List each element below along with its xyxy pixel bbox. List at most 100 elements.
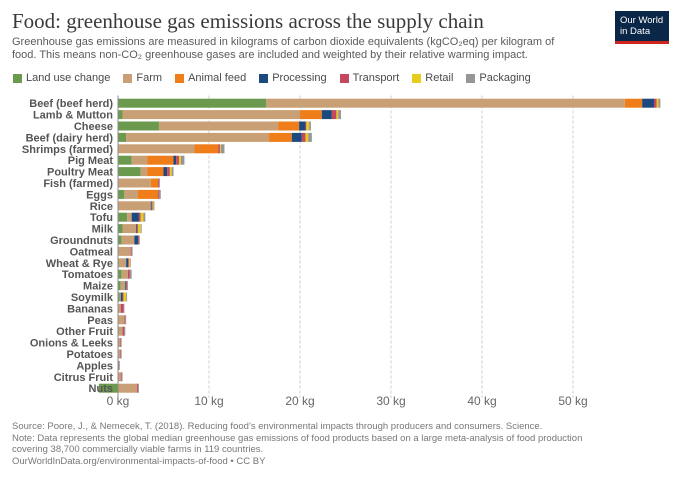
bar-segment[interactable] xyxy=(150,201,152,211)
bar-segment[interactable] xyxy=(126,281,128,291)
bar-segment[interactable] xyxy=(653,98,657,108)
owid-logo[interactable]: Our World in Data xyxy=(615,11,669,44)
bar-segment[interactable] xyxy=(118,167,141,177)
bar-segment[interactable] xyxy=(121,372,123,382)
bar-segment[interactable] xyxy=(300,110,322,120)
bar-segment[interactable] xyxy=(658,98,661,108)
bar-segment[interactable] xyxy=(124,189,139,199)
bar-segment[interactable] xyxy=(140,224,142,234)
bar-segment[interactable] xyxy=(119,349,121,359)
bar-segment[interactable] xyxy=(151,201,153,211)
legend-item-animal-feed[interactable]: Animal feed xyxy=(175,72,246,84)
legend-item-land-use[interactable]: Land use change xyxy=(13,72,110,84)
bar-segment[interactable] xyxy=(158,178,159,188)
bar-segment[interactable] xyxy=(118,144,195,154)
bar-segment[interactable] xyxy=(118,235,122,245)
bar-segment[interactable] xyxy=(173,155,177,165)
legend-item-farm[interactable]: Farm xyxy=(123,72,162,84)
bar-segment[interactable] xyxy=(140,212,144,222)
bar-segment[interactable] xyxy=(118,132,127,142)
bar-segment[interactable] xyxy=(122,110,300,120)
bar-segment[interactable] xyxy=(138,212,141,222)
bar-segment[interactable] xyxy=(120,303,124,313)
bar-segment[interactable] xyxy=(128,258,129,268)
bar-segment[interactable] xyxy=(138,235,139,245)
bar-segment[interactable] xyxy=(309,121,311,131)
legend-item-processing[interactable]: Processing xyxy=(259,72,327,84)
bar-segment[interactable] xyxy=(153,201,155,211)
bar-segment[interactable] xyxy=(118,315,125,325)
bar-segment[interactable] xyxy=(131,155,148,165)
bar-segment[interactable] xyxy=(119,338,121,348)
bar-segment[interactable] xyxy=(118,326,123,336)
footer-url[interactable]: OurWorldInData.org/environmental-impacts… xyxy=(12,455,266,467)
bar-segment[interactable] xyxy=(306,121,310,131)
bar-segment[interactable] xyxy=(131,212,139,222)
legend-item-packaging[interactable]: Packaging xyxy=(466,72,531,84)
bar-segment[interactable] xyxy=(118,224,123,234)
bar-segment[interactable] xyxy=(124,315,126,325)
bar-segment[interactable] xyxy=(219,144,221,154)
bar-segment[interactable] xyxy=(118,178,151,188)
bar-segment[interactable] xyxy=(624,98,643,108)
bar-segment[interactable] xyxy=(118,110,123,120)
bar-segment[interactable] xyxy=(194,144,219,154)
bar-segment[interactable] xyxy=(118,372,121,382)
bar-segment[interactable] xyxy=(129,269,132,279)
bar-segment[interactable] xyxy=(118,383,138,393)
bar-segment[interactable] xyxy=(134,235,139,245)
bar-segment[interactable] xyxy=(122,326,125,336)
bar-segment[interactable] xyxy=(124,326,126,336)
bar-segment[interactable] xyxy=(220,144,225,154)
bar-segment[interactable] xyxy=(291,132,302,142)
bar-segment[interactable] xyxy=(136,224,138,234)
bar-segment[interactable] xyxy=(266,98,625,108)
bar-segment[interactable] xyxy=(118,269,122,279)
bar-segment[interactable] xyxy=(152,201,154,211)
bar-segment[interactable] xyxy=(656,98,659,108)
legend-item-transport[interactable]: Transport xyxy=(339,72,399,84)
bar-segment[interactable] xyxy=(167,167,170,177)
bar-segment[interactable] xyxy=(127,212,132,222)
bar-segment[interactable] xyxy=(137,383,139,393)
bar-segment[interactable] xyxy=(158,178,160,188)
bar-segment[interactable] xyxy=(158,189,161,199)
bar-segment[interactable] xyxy=(336,110,339,120)
bar-segment[interactable] xyxy=(118,246,131,256)
bar-segment[interactable] xyxy=(305,121,307,131)
bar-segment[interactable] xyxy=(118,98,267,108)
bar-segment[interactable] xyxy=(140,167,148,177)
bar-segment[interactable] xyxy=(125,281,127,291)
bar-segment[interactable] xyxy=(123,303,125,313)
bar-segment[interactable] xyxy=(122,224,137,234)
bar-segment[interactable] xyxy=(118,212,128,222)
legend-item-retail[interactable]: Retail xyxy=(412,72,453,84)
bar-segment[interactable] xyxy=(118,189,125,199)
bar-segment[interactable] xyxy=(118,349,120,359)
bar-segment[interactable] xyxy=(143,212,146,222)
bar-segment[interactable] xyxy=(301,132,306,142)
bar-segment[interactable] xyxy=(125,315,127,325)
bar-segment[interactable] xyxy=(171,167,174,177)
bar-segment[interactable] xyxy=(119,292,121,302)
bar-segment[interactable] xyxy=(147,167,164,177)
bar-segment[interactable] xyxy=(138,224,141,234)
bar-segment[interactable] xyxy=(131,246,133,256)
bar-segment[interactable] xyxy=(138,189,159,199)
bar-segment[interactable] xyxy=(118,338,120,348)
bar-segment[interactable] xyxy=(176,155,179,165)
bar-segment[interactable] xyxy=(278,121,300,131)
bar-segment[interactable] xyxy=(269,132,292,142)
bar-segment[interactable] xyxy=(98,383,118,393)
bar-segment[interactable] xyxy=(321,110,332,120)
bar-segment[interactable] xyxy=(118,292,120,302)
bar-segment[interactable] xyxy=(120,349,122,359)
bar-segment[interactable] xyxy=(118,281,121,291)
bar-segment[interactable] xyxy=(130,246,132,256)
bar-segment[interactable] xyxy=(178,155,181,165)
bar-segment[interactable] xyxy=(122,292,124,302)
bar-segment[interactable] xyxy=(138,383,139,393)
bar-segment[interactable] xyxy=(163,167,168,177)
bar-segment[interactable] xyxy=(338,110,341,120)
bar-segment[interactable] xyxy=(137,224,139,234)
